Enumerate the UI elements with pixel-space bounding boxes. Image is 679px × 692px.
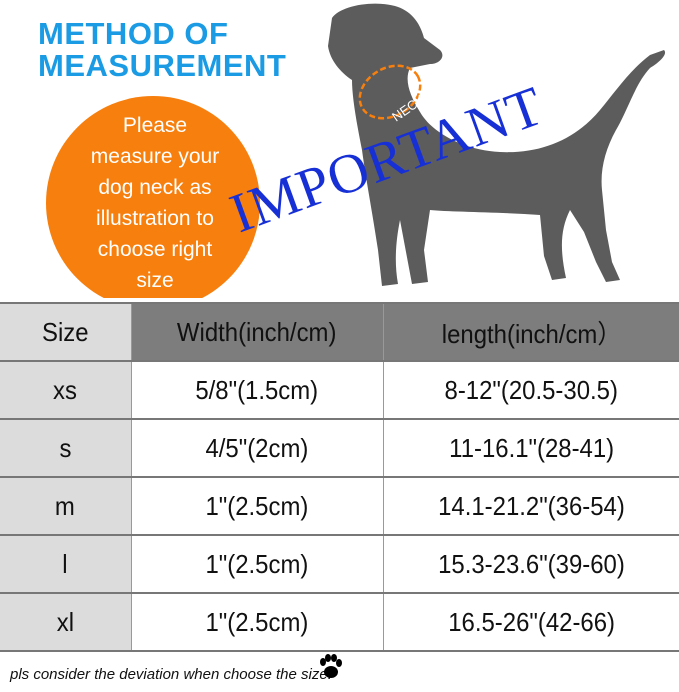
- instruction-line: dog neck as: [98, 176, 212, 199]
- width-cell: 5/8"(1.5cm): [195, 374, 319, 405]
- instruction-line: size: [136, 269, 174, 292]
- cell: 16.5-26"(42-66): [383, 592, 679, 652]
- cell: 14.1-21.2"(36-54): [383, 476, 679, 536]
- size-table: Size Width(inch/cm) length(inch/cm） xs 5…: [0, 302, 679, 652]
- instruction-line: measure your: [90, 145, 220, 168]
- paw-icon: [320, 654, 342, 678]
- length-cell: 8-12"(20.5-30.5): [444, 374, 618, 405]
- neck-measure-line: [358, 64, 422, 120]
- cell: 1"(2.5cm): [131, 476, 384, 536]
- dog-illustration: NECK: [328, 3, 666, 286]
- cell: s: [0, 418, 132, 478]
- width-cell: 1"(2.5cm): [205, 490, 309, 521]
- size-cell: xs: [53, 374, 78, 405]
- cell: 1"(2.5cm): [131, 592, 384, 652]
- table-row: s 4/5"(2cm) 11-16.1"(28-41): [0, 418, 679, 478]
- title-line-1: METHOD OF: [38, 16, 229, 51]
- page-title: METHOD OF MEASUREMENT: [38, 18, 286, 82]
- size-cell: s: [59, 432, 72, 463]
- cell: xs: [0, 360, 132, 420]
- deviation-note: pls consider the deviation when choose t…: [10, 666, 332, 683]
- header-cell: Size: [0, 302, 132, 362]
- table-row: l 1"(2.5cm) 15.3-23.6"(39-60): [0, 534, 679, 594]
- cell: 1"(2.5cm): [131, 534, 384, 594]
- size-cell: l: [62, 548, 68, 579]
- instruction-line: illustration to: [96, 207, 214, 230]
- cell: 8-12"(20.5-30.5): [383, 360, 679, 420]
- title-line-2: MEASUREMENT: [38, 48, 287, 83]
- width-cell: 1"(2.5cm): [205, 606, 309, 637]
- length-cell: 16.5-26"(42-66): [447, 606, 615, 637]
- table-row: xs 5/8"(1.5cm) 8-12"(20.5-30.5): [0, 360, 679, 420]
- cell: xl: [0, 592, 132, 652]
- width-cell: 1"(2.5cm): [205, 548, 309, 579]
- instruction-line: Please: [122, 114, 188, 137]
- cell: l: [0, 534, 132, 594]
- length-cell: 14.1-21.2"(36-54): [437, 490, 625, 521]
- header-length: length(inch/cm）: [441, 318, 621, 349]
- length-cell: 11-16.1"(28-41): [448, 432, 614, 463]
- header-cell: Width(inch/cm): [131, 302, 384, 362]
- size-cell: xl: [56, 606, 74, 637]
- instruction-line: choose right: [97, 238, 213, 261]
- header-width: Width(inch/cm): [177, 316, 337, 347]
- cell: 11-16.1"(28-41): [383, 418, 679, 478]
- instruction-text: Please measure your dog neck as illustra…: [70, 110, 240, 296]
- size-cell: m: [55, 490, 76, 521]
- length-cell: 15.3-23.6"(39-60): [437, 548, 625, 579]
- dog-silhouette: [328, 3, 666, 286]
- table-row: m 1"(2.5cm) 14.1-21.2"(36-54): [0, 476, 679, 536]
- width-cell: 4/5"(2cm): [205, 432, 309, 463]
- table-header-row: Size Width(inch/cm) length(inch/cm）: [0, 302, 679, 362]
- table-row: xl 1"(2.5cm) 16.5-26"(42-66): [0, 592, 679, 652]
- header-size: Size: [41, 316, 89, 347]
- cell: 15.3-23.6"(39-60): [383, 534, 679, 594]
- cell: 5/8"(1.5cm): [131, 360, 384, 420]
- cell: m: [0, 476, 132, 536]
- header-cell: length(inch/cm）: [383, 302, 679, 362]
- instruction-circle: [46, 96, 260, 298]
- cell: 4/5"(2cm): [131, 418, 384, 478]
